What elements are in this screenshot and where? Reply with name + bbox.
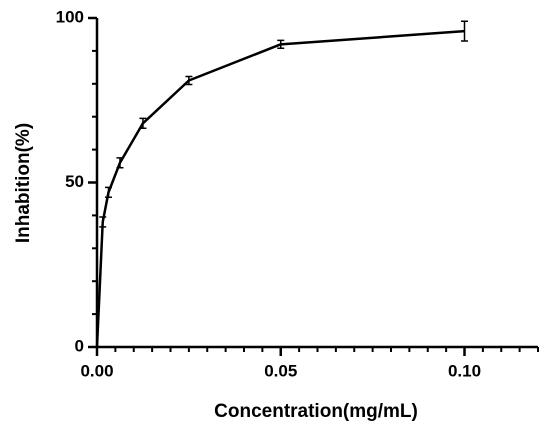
y-tick-label: 0 [75, 336, 84, 355]
error-bar [139, 117, 147, 129]
error-bar [185, 75, 193, 86]
y-axis-title: Inhabition(%) [13, 123, 34, 243]
error-bar [104, 186, 112, 199]
x-tick-label: 0.00 [80, 361, 113, 380]
error-bar [99, 216, 107, 228]
data-line [95, 29, 465, 348]
y-tick-label: 50 [65, 172, 84, 191]
x-tick-label: 0.10 [448, 361, 481, 380]
x-axis-title: Concentration(mg/mL) [214, 401, 418, 422]
error-bar [277, 39, 285, 50]
error-bar [116, 157, 124, 169]
error-bar [461, 20, 468, 42]
y-tick-label: 100 [56, 7, 84, 26]
x-tick-label: 0.05 [264, 361, 297, 380]
